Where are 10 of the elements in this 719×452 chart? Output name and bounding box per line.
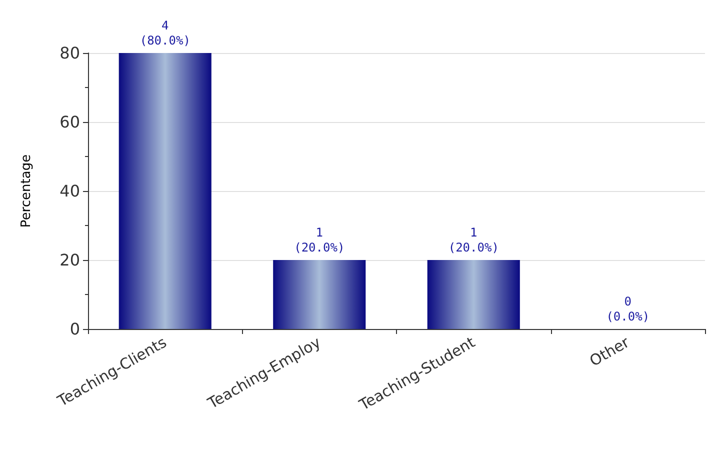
data-label: 0 (0.0%) (606, 294, 650, 324)
y-tick-label: 20 (60, 250, 80, 270)
y-axis-title: Percentage (19, 154, 34, 228)
y-tick-label: 0 (70, 320, 80, 338)
y-tick-label: 80 (60, 44, 80, 62)
data-label: 4 (80.0%) (140, 18, 190, 48)
data-label: 1 (20.0%) (294, 226, 345, 254)
y-tick-label: 60 (60, 112, 80, 132)
y-tick-label: 40 (60, 182, 80, 200)
data-label: 1 (20.0%) (448, 226, 499, 254)
